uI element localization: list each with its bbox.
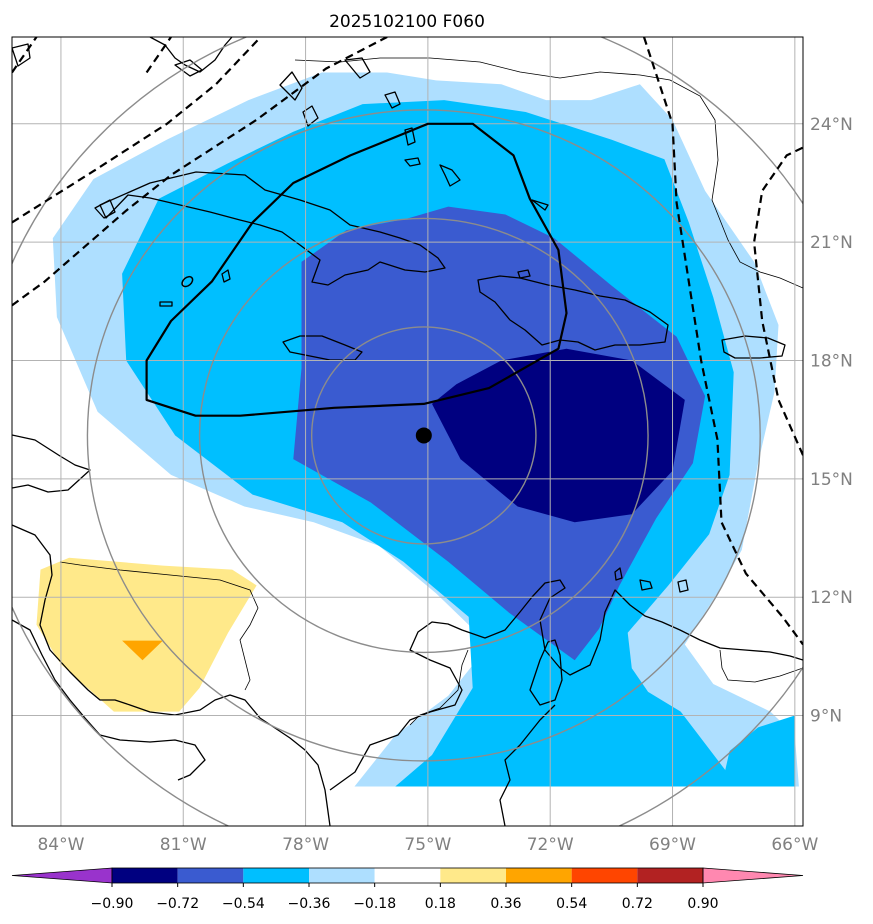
range-ring-2 [198,217,649,654]
coastline-jamaica [282,335,363,361]
solid-outline-contour [145,122,568,417]
coastline-south-america [329,579,803,826]
coastline-puerto-rico [721,335,786,359]
dashed-contour-2 [12,37,38,74]
colorbar-tick-label: 0.90 [687,896,718,912]
colorbar-tick-label: 0.18 [425,896,456,912]
colorbar-extend-low [11,867,113,884]
y-tick-label: 15°N [810,470,853,490]
coastline-hispaniola [477,275,669,351]
gridlines [12,37,803,826]
colorbar-tick-label: −0.54 [222,896,265,912]
map-area [12,37,803,826]
contour-small-loop [181,275,194,288]
y-tick-label: 12°N [810,588,853,608]
dashed-contour-5 [145,37,172,74]
colorbar-segment [243,868,309,883]
colorbar-tick-label: 0.36 [490,896,521,912]
colorbar-segment [309,868,375,883]
x-tick-label: 75°W [404,835,451,855]
colorbar-tick-label: −0.90 [91,896,134,912]
x-tick-label: 84°W [37,835,84,855]
dashed-contour-3 [12,37,388,307]
y-tick-label: 24°N [810,115,853,135]
coastline-cuba [99,171,446,286]
contour-region-7 [122,640,163,661]
x-tick-label: 69°W [649,835,696,855]
map-frame [11,36,804,827]
dashed-contour-7 [752,146,803,456]
storm-center-marker [415,427,432,444]
colorbar-segment [440,868,506,883]
colorbar-tick-label: −0.72 [156,896,199,912]
x-axis-ticks: 84°W 81°W 78°W 75°W 72°W 69°W 66°W [37,835,818,855]
colorbar-tick-label: 0.54 [556,896,587,912]
colorbar: −0.90 −0.72 −0.54 −0.36 −0.18 0.18 0.36 0.54 0.7… [11,867,804,912]
y-axis-ticks: 9°N 12°N 15°N 18°N 21°N 24°N [810,115,853,727]
coastlines [12,37,803,826]
dashed-contour-6 [642,37,803,646]
colorbar-segment [637,868,703,883]
colorbar-frame [111,867,704,884]
x-tick-label: 72°W [527,835,574,855]
overlay-contours [12,37,803,646]
colorbar-segment [374,868,441,883]
y-tick-label: 18°N [810,351,853,371]
eez-boundaries [59,57,803,726]
x-tick-label: 81°W [160,835,207,855]
colorbar-tick-label: −0.18 [353,896,396,912]
colorbar-extend-high [702,867,804,884]
contour-region-3 [721,715,795,787]
x-tick-label: 78°W [282,835,329,855]
x-tick-label: 66°W [771,835,818,855]
colorbar-segment [177,868,244,883]
eez-outline [59,57,803,726]
y-tick-label: 21°N [810,233,853,253]
colorbar-segment [112,868,178,883]
range-ring-1 [310,326,537,545]
chart-title: 2025102100 F060 [329,12,485,32]
contour-region-6 [36,557,257,712]
range-rings [12,37,803,826]
y-tick-label: 9°N [810,707,842,727]
colorbar-segment [571,868,638,883]
colorbar-tick-label: −0.36 [288,896,331,912]
range-ring-3 [86,109,761,762]
colorbar-segment [506,868,572,883]
colorbar-tick-label: 0.72 [622,896,653,912]
dashed-contour-4 [12,37,262,224]
